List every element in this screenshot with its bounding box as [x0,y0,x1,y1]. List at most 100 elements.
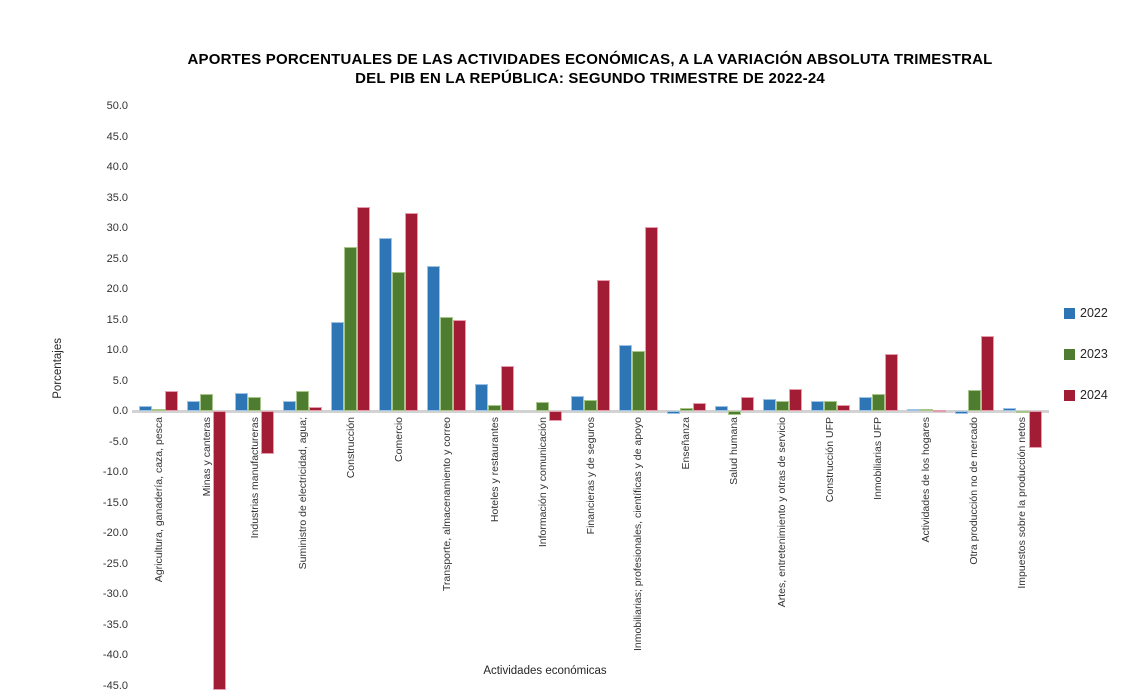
bar-2024-8 [501,366,515,412]
bar-2022-11 [618,344,632,412]
chart-title-line2: DEL PIB EN LA REPÚBLICA: SEGUNDO TRIMEST… [355,70,825,87]
y-tick-label: -45.0 [102,680,128,692]
y-tick-label: 40.0 [106,161,128,174]
category-label: Inmobiliarias; profesionales, científica… [632,417,645,652]
bar-2022-10 [571,396,584,412]
bar-2024-13 [740,396,754,412]
category-label: Suministro de electricidad, agua; [296,417,309,570]
bar-2023-16 [871,394,885,412]
chart-title: APORTES PORCENTUALES DE LAS ACTIVIDADES … [110,50,1070,88]
bar-2024-7 [453,319,467,412]
legend-label-2024: 2024 [1080,388,1108,402]
bar-2024-6 [405,212,419,412]
bar-2023-2 [200,394,214,412]
y-tick-label: -15.0 [102,496,128,509]
bar-2022-12 [666,411,680,414]
bar-2022-8 [475,383,489,412]
bar-2022-16 [858,396,872,412]
plot-area [132,106,1049,691]
y-tick-label: 20.0 [106,283,128,296]
category-label: Inmobiliarias UFP [872,417,885,501]
bar-2022-2 [187,401,201,412]
bar-2024-11 [644,226,658,412]
bar-2022-15 [810,401,824,412]
bar-2024-4 [309,406,323,412]
bar-2022-5 [331,321,345,412]
y-tick-label: -10.0 [102,466,128,479]
bar-2023-10 [584,399,597,412]
category-label: Comercio [392,417,405,463]
bar-2023-12 [679,408,693,412]
y-tick-label: -20.0 [102,527,128,540]
category-label: Construcción UFP [824,417,837,503]
bar-2024-17 [932,410,946,413]
bar-2023-18 [967,389,981,412]
bar-2022-19 [1002,407,1016,412]
y-tick-label: 0.0 [112,405,128,418]
bar-2023-17 [919,409,933,412]
bar-2023-6 [392,272,406,412]
bar-2024-18 [980,335,994,412]
y-tick-label: 50.0 [106,100,128,112]
bar-2023-3 [248,396,262,412]
category-label: Salud humana [728,417,741,485]
category-label: Transporte, almacenamiento y correo [440,417,453,592]
y-tick-label: 25.0 [106,252,128,265]
legend: 2022 2023 2024 [1064,306,1108,429]
legend-item-2023: 2023 [1064,347,1108,361]
bar-2023-11 [631,350,645,412]
legend-item-2024: 2024 [1064,388,1108,402]
bar-2022-17 [906,409,920,412]
y-tick-label: 10.0 [106,344,128,357]
category-label: Enseñanza [680,417,693,470]
bar-2023-15 [823,401,837,412]
bar-2024-16 [884,353,898,412]
legend-swatch-2022 [1064,307,1075,319]
bar-2022-6 [379,238,393,412]
legend-swatch-2024 [1064,389,1075,401]
y-tick-label: -30.0 [102,588,128,601]
y-tick-label: -25.0 [102,557,128,570]
bar-2024-9 [549,411,563,422]
category-label: Artes, entretenimiento y otras de servic… [776,417,789,608]
bar-2023-5 [344,247,358,412]
y-tick-label: -40.0 [102,649,128,662]
category-label: Hoteles y restaurantes [488,417,501,523]
y-tick-label: 35.0 [106,191,128,204]
bar-2023-19 [1015,411,1029,414]
bar-2022-18 [954,411,968,414]
bar-2023-14 [775,400,789,412]
y-tick-label: 5.0 [112,374,128,387]
category-label: Industrias manufactureras [248,417,261,539]
bar-2024-12 [692,403,706,412]
bar-2024-2 [213,411,227,691]
category-label: Otra producción no de mercado [968,417,981,565]
legend-label-2022: 2022 [1080,306,1108,320]
legend-item-2022: 2022 [1064,306,1108,320]
bar-2023-9 [536,402,550,412]
y-tick-label: -35.0 [102,618,128,631]
category-label: Construcción [344,417,357,479]
y-tick-label: 30.0 [106,222,128,235]
bar-2022-1 [139,406,153,412]
chart-title-line1: APORTES PORCENTUALES DE LAS ACTIVIDADES … [187,51,993,68]
bar-2022-4 [283,401,297,412]
bar-2023-8 [488,405,502,412]
bar-2024-3 [261,411,275,454]
category-label: Impuestos sobre la producción netos [1016,417,1029,589]
bar-2023-7 [440,316,454,412]
bar-2023-13 [727,411,741,415]
bar-2024-5 [357,206,371,412]
x-axis-title: Actividades económicas [483,665,607,677]
y-tick-label: 15.0 [106,313,128,326]
bar-2022-14 [762,399,776,412]
x-axis-zero-line [132,410,1049,414]
bar-2023-4 [296,390,310,412]
category-label: Actividades de los hogares [920,417,933,543]
y-tick-label: -5.0 [109,435,128,448]
bar-2022-3 [235,392,249,412]
legend-label-2023: 2023 [1080,347,1108,361]
bar-2024-10 [597,280,610,412]
bar-2024-15 [836,405,850,412]
